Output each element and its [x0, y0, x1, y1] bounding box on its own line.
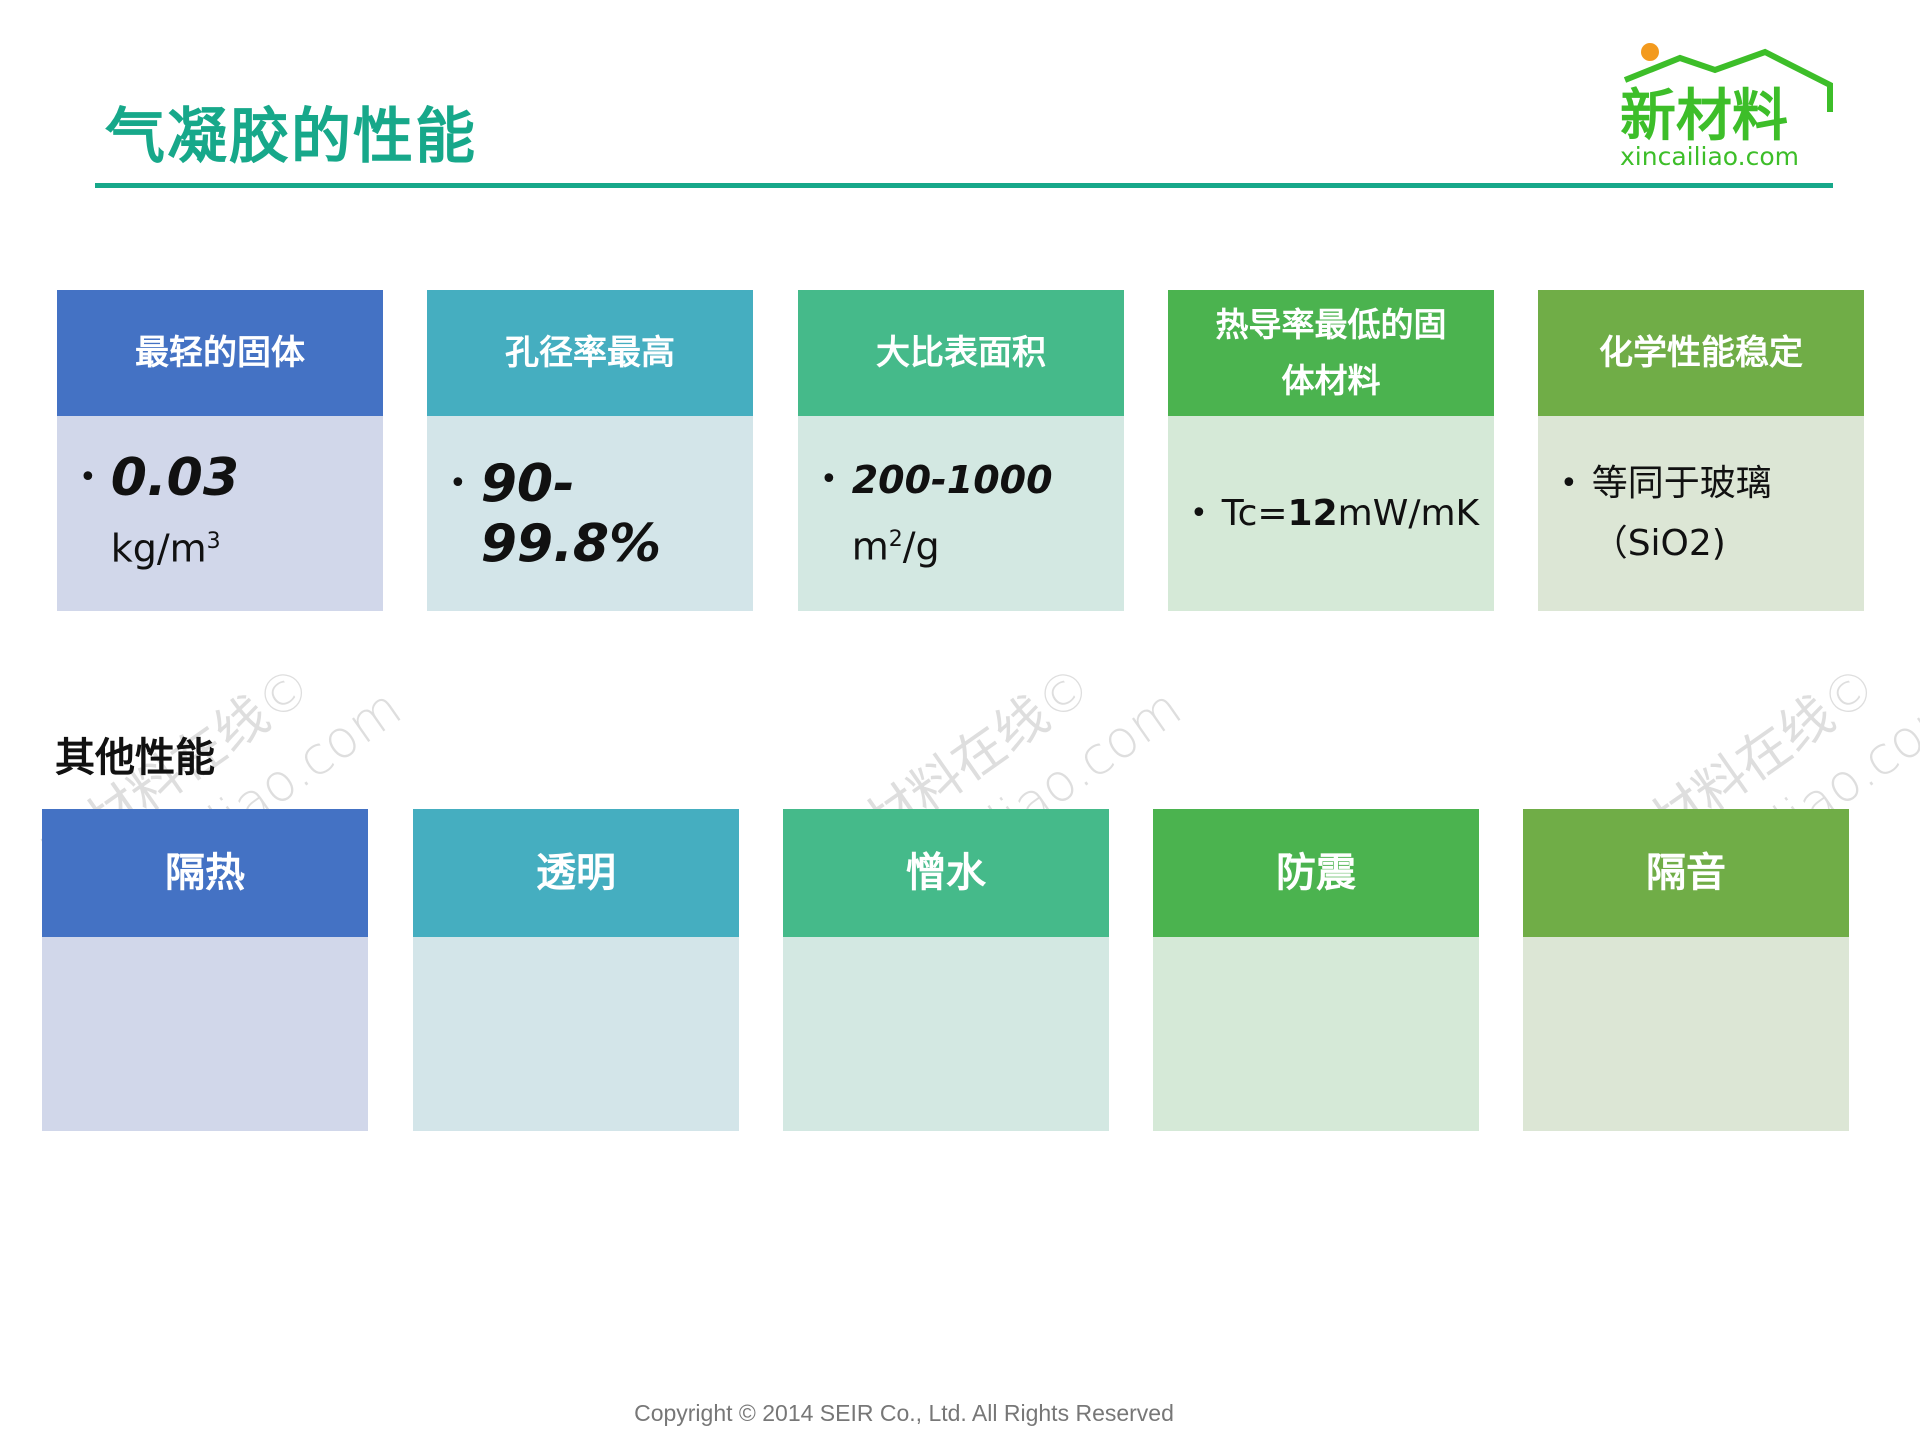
card-body — [783, 937, 1109, 1131]
svg-text:xincailiao.com: xincailiao.com — [1620, 142, 1799, 170]
bullet-icon: • — [79, 460, 97, 496]
page-title: 气凝胶的性能 — [105, 102, 477, 172]
card-body — [1153, 937, 1479, 1131]
card-shockproof: 防震 — [1153, 809, 1479, 1131]
bullet-icon: • — [1190, 495, 1208, 531]
card-header: 防震 — [1153, 809, 1479, 937]
card-header: 化学性能稳定 — [1538, 290, 1864, 416]
card-header: 透明 — [413, 809, 739, 937]
xincailiao-logo: 新材料 xincailiao.com — [1620, 43, 1833, 170]
card-body: • Tc=12mW/mK — [1168, 416, 1494, 611]
card-body: • 等同于玻璃 （SiO2) — [1538, 416, 1864, 611]
card-porosity: 孔径率最高 • 90-99.8% — [427, 290, 753, 611]
card-chemical-stability: 化学性能稳定 • 等同于玻璃 （SiO2) — [1538, 290, 1864, 611]
card-header: 大比表面积 — [798, 290, 1124, 416]
card-header: 憎水 — [783, 809, 1109, 937]
card-lightest-solid: 最轻的固体 • 0.03 kg/m3 — [57, 290, 383, 611]
copyright: Copyright © 2014 SEIR Co., Ltd. All Righ… — [634, 1400, 1174, 1426]
card-transparent: 透明 — [413, 809, 739, 1131]
bullet-icon: • — [449, 465, 467, 501]
bullet-icon: • — [820, 462, 838, 498]
card-surface-area: 大比表面积 • 200-1000 m2/g — [798, 290, 1124, 611]
bullet-icon: • — [1560, 465, 1578, 501]
card-thermal-conductivity: 热导率最低的固 体材料 • Tc=12mW/mK — [1168, 290, 1494, 611]
card-body — [1523, 937, 1849, 1131]
card-header: 隔音 — [1523, 809, 1849, 937]
card-insulation: 隔热 — [42, 809, 368, 1131]
svg-text:新材料: 新材料 — [1620, 84, 1788, 149]
card-header: 热导率最低的固 体材料 — [1168, 290, 1494, 416]
title-divider — [95, 183, 1833, 188]
card-header: 隔热 — [42, 809, 368, 937]
card-hydrophobic: 憎水 — [783, 809, 1109, 1131]
card-body — [413, 937, 739, 1131]
card-body: • 90-99.8% — [427, 416, 753, 611]
card-soundproof: 隔音 — [1523, 809, 1849, 1131]
card-header: 孔径率最高 — [427, 290, 753, 416]
card-header: 最轻的固体 — [57, 290, 383, 416]
card-body: • 0.03 kg/m3 — [57, 416, 383, 611]
section-subtitle: 其他性能 — [55, 735, 215, 781]
card-body: • 200-1000 m2/g — [798, 416, 1124, 611]
card-body — [42, 937, 368, 1131]
